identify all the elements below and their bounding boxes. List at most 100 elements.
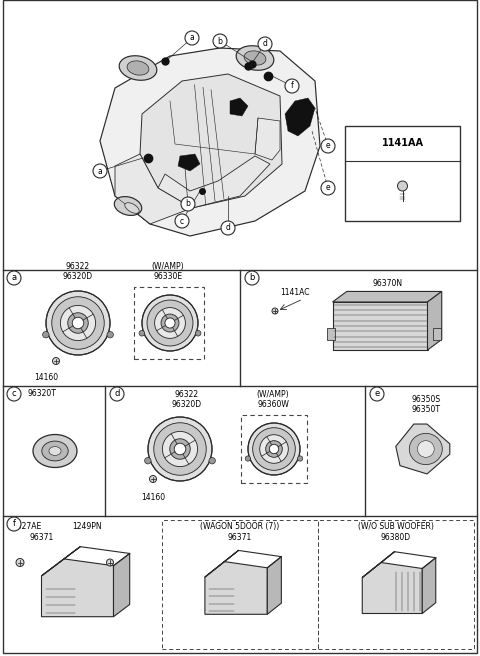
Circle shape <box>185 31 199 45</box>
Text: e: e <box>374 390 380 398</box>
Ellipse shape <box>33 434 77 468</box>
Bar <box>345 126 460 221</box>
Circle shape <box>162 432 198 466</box>
Circle shape <box>397 181 408 191</box>
Polygon shape <box>41 546 80 576</box>
Polygon shape <box>230 98 248 116</box>
Bar <box>326 329 335 340</box>
Circle shape <box>52 358 60 365</box>
Text: 96320T: 96320T <box>28 390 57 398</box>
Circle shape <box>209 457 216 464</box>
Text: c: c <box>180 216 184 226</box>
Text: 1327AE: 1327AE <box>12 522 41 531</box>
Ellipse shape <box>244 51 266 65</box>
Circle shape <box>321 181 335 195</box>
Polygon shape <box>100 48 320 236</box>
Circle shape <box>269 444 279 454</box>
Ellipse shape <box>114 197 142 215</box>
Polygon shape <box>113 554 130 617</box>
Bar <box>432 329 441 340</box>
Polygon shape <box>205 550 239 577</box>
Circle shape <box>16 558 24 567</box>
Polygon shape <box>428 291 442 350</box>
Circle shape <box>266 441 282 457</box>
Polygon shape <box>205 562 267 614</box>
Circle shape <box>161 314 179 332</box>
Text: b: b <box>249 274 255 283</box>
Text: f: f <box>290 81 293 91</box>
Polygon shape <box>333 291 442 302</box>
Bar <box>241 415 307 483</box>
Ellipse shape <box>236 46 274 70</box>
Text: (WAGON 5DOOR (7)): (WAGON 5DOOR (7)) <box>200 522 280 531</box>
Circle shape <box>149 476 156 483</box>
Circle shape <box>285 79 299 93</box>
Bar <box>162 520 318 649</box>
Polygon shape <box>333 302 428 350</box>
Polygon shape <box>115 154 192 224</box>
Ellipse shape <box>409 434 442 464</box>
Text: d: d <box>114 390 120 398</box>
Circle shape <box>7 517 21 531</box>
Polygon shape <box>158 156 270 208</box>
Circle shape <box>93 164 107 178</box>
Text: (W/AMP)
96360W: (W/AMP) 96360W <box>257 390 289 409</box>
Circle shape <box>43 331 49 338</box>
Circle shape <box>52 297 104 349</box>
Circle shape <box>370 387 384 401</box>
Ellipse shape <box>125 203 139 213</box>
Circle shape <box>107 331 113 338</box>
Text: 96371: 96371 <box>30 533 54 542</box>
Ellipse shape <box>49 447 61 455</box>
Ellipse shape <box>418 441 434 457</box>
Bar <box>318 520 474 649</box>
Ellipse shape <box>42 441 68 461</box>
Polygon shape <box>396 424 450 474</box>
Circle shape <box>170 439 190 459</box>
Polygon shape <box>41 559 113 617</box>
Text: 96322
96320D: 96322 96320D <box>63 262 93 281</box>
Circle shape <box>175 214 189 228</box>
Text: 96371: 96371 <box>228 533 252 542</box>
Text: 14160: 14160 <box>141 493 165 502</box>
Circle shape <box>260 435 288 463</box>
Circle shape <box>46 291 110 355</box>
Polygon shape <box>255 118 280 160</box>
Circle shape <box>110 387 124 401</box>
Text: a: a <box>12 274 17 283</box>
Circle shape <box>139 331 144 336</box>
Circle shape <box>221 221 235 235</box>
Circle shape <box>155 308 185 338</box>
Circle shape <box>195 331 201 336</box>
Ellipse shape <box>127 61 149 75</box>
Polygon shape <box>178 154 200 171</box>
Circle shape <box>298 456 303 461</box>
Polygon shape <box>362 562 422 613</box>
Text: 1141AA: 1141AA <box>382 138 423 148</box>
Text: b: b <box>186 199 191 209</box>
Text: e: e <box>326 142 330 150</box>
Text: 96380D: 96380D <box>381 533 411 542</box>
Text: 14160: 14160 <box>34 373 58 382</box>
Text: b: b <box>217 37 222 45</box>
Circle shape <box>7 271 21 285</box>
Circle shape <box>248 423 300 475</box>
Circle shape <box>174 443 186 455</box>
Text: c: c <box>12 390 16 398</box>
Circle shape <box>321 139 335 153</box>
Text: 96350S
96350T: 96350S 96350T <box>411 395 441 414</box>
Circle shape <box>213 34 227 48</box>
Circle shape <box>245 456 251 461</box>
Text: 1141AC: 1141AC <box>280 288 310 297</box>
Circle shape <box>181 197 195 211</box>
Circle shape <box>68 313 88 333</box>
Circle shape <box>258 37 272 51</box>
Circle shape <box>272 308 278 314</box>
Text: 1249PN: 1249PN <box>72 522 102 531</box>
Circle shape <box>245 271 259 285</box>
Text: 96370N: 96370N <box>373 279 403 288</box>
Circle shape <box>154 422 206 475</box>
Text: f: f <box>12 520 15 529</box>
Text: 96322
96320D: 96322 96320D <box>172 390 202 409</box>
Circle shape <box>165 318 175 328</box>
